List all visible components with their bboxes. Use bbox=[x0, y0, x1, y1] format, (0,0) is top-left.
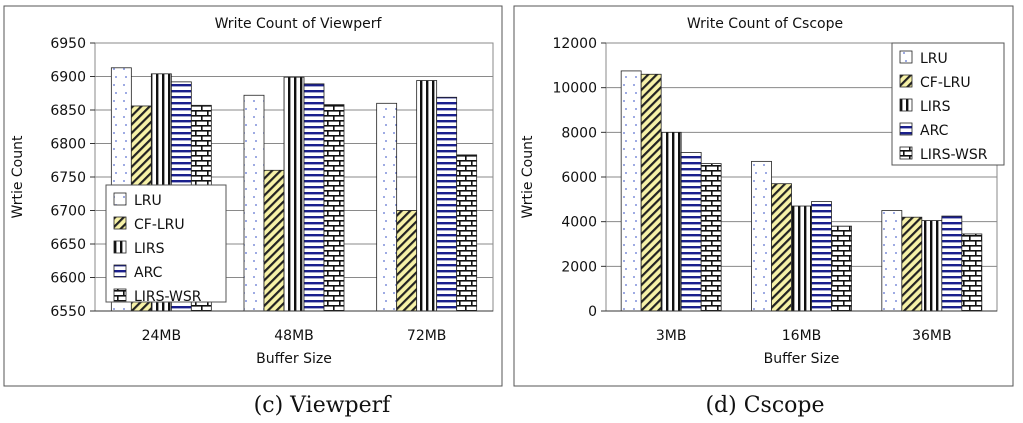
bar-lirs-wsr-3mb bbox=[700, 163, 722, 312]
chart-title: Write Count of Cscope bbox=[687, 16, 843, 32]
chart-frame bbox=[513, 5, 1014, 387]
legend-label: CF-LRU bbox=[134, 217, 185, 233]
bar-lru-72mb bbox=[376, 102, 398, 312]
bar-arc-16mb bbox=[811, 201, 832, 312]
bar-arc-72mb bbox=[436, 96, 458, 312]
bar-cf-lru-36mb bbox=[901, 216, 923, 312]
y-tick-label: 2000 bbox=[561, 259, 597, 275]
y-tick-label: 0 bbox=[588, 304, 597, 320]
legend-label: ARC bbox=[134, 265, 163, 281]
bar-lirs-wsr-72mb bbox=[456, 154, 478, 312]
y-tick-label: 6800 bbox=[50, 137, 86, 153]
chart-2: 0 2000 4000 6000 8000 10000 12000 3MB 16MB 36MB Wr… bbox=[513, 5, 1014, 418]
legend-swatch bbox=[113, 240, 127, 254]
legend-swatch bbox=[113, 264, 127, 278]
legend-label: LIRS-WSR bbox=[920, 147, 988, 163]
bar-lirs-wsr-16mb bbox=[831, 225, 852, 312]
y-tick-label: 6600 bbox=[50, 271, 86, 287]
y-axis-label: Wrtie Count bbox=[10, 135, 26, 218]
y-tick-label: 10000 bbox=[552, 81, 597, 97]
x-axis-label: Buffer Size bbox=[764, 351, 840, 367]
bar-lirs-wsr-48mb bbox=[323, 104, 345, 312]
chart-title: Write Count of Viewperf bbox=[215, 16, 383, 32]
y-tick-label: 6000 bbox=[561, 170, 597, 186]
x-tick-label: 3MB bbox=[656, 328, 687, 344]
bar-lirs-3mb bbox=[660, 131, 682, 312]
x-tick-label: 72MB bbox=[407, 328, 447, 344]
y-tick-label: 12000 bbox=[552, 36, 597, 52]
bar-lirs-36mb bbox=[921, 220, 943, 312]
bar-arc-36mb bbox=[941, 215, 963, 312]
bar-lru-48mb bbox=[243, 94, 265, 312]
legend-swatch bbox=[899, 98, 913, 112]
legend-swatch bbox=[113, 216, 127, 230]
x-tick-label: 36MB bbox=[912, 328, 952, 344]
legend-swatch bbox=[899, 50, 913, 64]
legend-label: LIRS bbox=[920, 99, 951, 115]
y-tick-label: 4000 bbox=[561, 215, 597, 231]
y-tick-label: 6700 bbox=[50, 204, 86, 220]
bar-cf-lru-48mb bbox=[263, 169, 285, 312]
bar-arc-3mb bbox=[680, 152, 702, 312]
chart-frame bbox=[3, 5, 503, 387]
bar-cf-lru-16mb bbox=[771, 183, 792, 312]
legend-swatch bbox=[113, 288, 127, 302]
y-tick-label: 6650 bbox=[50, 237, 86, 253]
legend-label: LRU bbox=[920, 51, 948, 67]
figure-caption: (c) Viewperf bbox=[254, 393, 392, 418]
bar-lirs-16mb bbox=[791, 205, 812, 312]
legend-swatch bbox=[899, 146, 913, 160]
bar-arc-48mb bbox=[303, 83, 325, 312]
bar-lirs-48mb bbox=[283, 76, 305, 312]
legend-label: CF-LRU bbox=[920, 75, 971, 91]
legend-swatch bbox=[899, 122, 913, 136]
y-tick-label: 8000 bbox=[561, 125, 597, 141]
chart-1: 6550 6600 6650 6700 6750 6800 6850 6900 6950 24MB… bbox=[3, 5, 503, 418]
legend-label: LIRS-WSR bbox=[134, 289, 202, 305]
legend: LRU CF-LRU LIRS ARC LIRS-WSR bbox=[891, 42, 1005, 166]
y-tick-label: 6550 bbox=[50, 304, 86, 320]
x-tick-label: 48MB bbox=[274, 328, 314, 344]
x-tick-label: 24MB bbox=[142, 328, 182, 344]
legend-label: LIRS bbox=[134, 241, 165, 257]
bar-lirs-72mb bbox=[416, 80, 438, 312]
bar-cf-lru-3mb bbox=[640, 73, 662, 312]
y-tick-label: 6950 bbox=[50, 36, 86, 52]
legend-label: LRU bbox=[134, 193, 162, 209]
figure-caption: (d) Cscope bbox=[705, 393, 824, 418]
y-tick-label: 6850 bbox=[50, 103, 86, 119]
x-axis-label: Buffer Size bbox=[256, 351, 332, 367]
bar-lru-3mb bbox=[620, 70, 642, 312]
y-tick-label: 6750 bbox=[50, 170, 86, 186]
bar-cf-lru-72mb bbox=[396, 210, 418, 312]
x-tick-label: 16MB bbox=[782, 328, 822, 344]
legend-swatch bbox=[113, 192, 127, 206]
y-axis-label: Wrtie Count bbox=[520, 135, 536, 218]
bar-lru-16mb bbox=[751, 160, 772, 312]
legend-swatch bbox=[899, 74, 913, 88]
legend: LRU CF-LRU LIRS ARC LIRS-WSR bbox=[105, 184, 227, 305]
bar-lru-36mb bbox=[881, 210, 903, 312]
bar-lirs-wsr-36mb bbox=[961, 233, 983, 312]
legend-label: ARC bbox=[920, 123, 949, 139]
y-tick-label: 6900 bbox=[50, 70, 86, 86]
